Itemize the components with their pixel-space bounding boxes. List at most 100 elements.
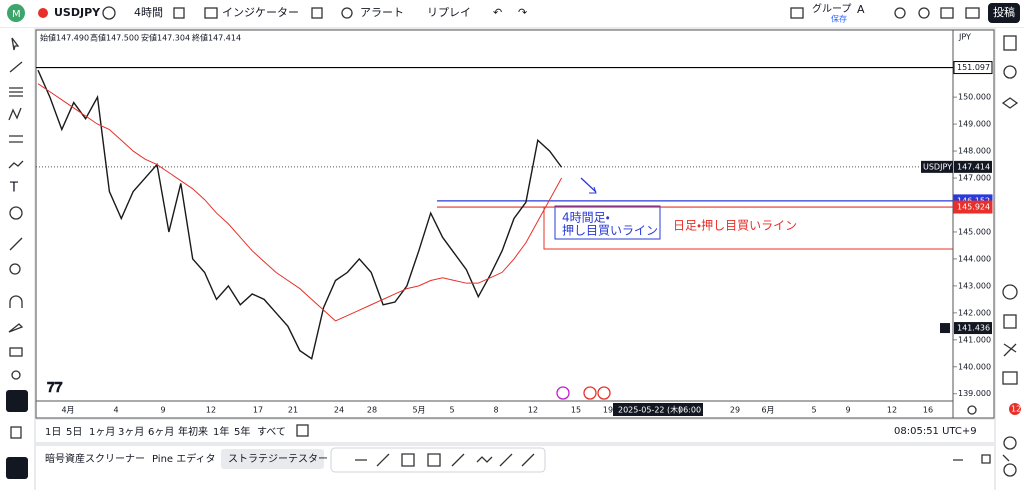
mode[interactable]: A (857, 3, 865, 16)
panel-tab[interactable]: ストラテジーテスター (228, 453, 328, 465)
event-marker[interactable] (583, 386, 597, 400)
cursor-date: 2025-05-22 (木) (618, 405, 681, 415)
h4-zone (554, 205, 661, 240)
undo[interactable]: ↶ (493, 6, 502, 19)
alert-icon (341, 7, 353, 19)
layouts[interactable] (311, 7, 323, 19)
trash-tool[interactable] (10, 426, 22, 439)
range-button[interactable]: 1年 (213, 425, 229, 438)
emoji-tool[interactable] (9, 206, 23, 220)
event-marker[interactable] (556, 386, 570, 400)
forecast-tool[interactable] (9, 135, 23, 143)
y-tick-label: 144.000 (958, 254, 991, 263)
watchlist[interactable] (1003, 35, 1017, 51)
range-button[interactable]: 1日 (45, 427, 61, 438)
currency: JPY (958, 33, 971, 42)
x-tick-label: 12 (887, 406, 897, 415)
logo[interactable] (7, 4, 25, 22)
calendar[interactable] (1003, 314, 1017, 329)
y-tick-label: 143.000 (958, 281, 991, 290)
price-label: 145.924 (957, 203, 990, 212)
save[interactable]: 保存 (831, 14, 847, 24)
crosshair-add[interactable] (940, 323, 950, 334)
symbol[interactable]: USDJPY (54, 6, 101, 19)
ohlc-value: 始値147.490 (40, 33, 89, 43)
search[interactable] (894, 7, 906, 19)
snapshot[interactable] (965, 7, 980, 19)
layers[interactable] (1001, 97, 1019, 109)
link-tool[interactable] (6, 390, 28, 412)
arrow-head (589, 186, 597, 194)
annotation-daily: 日足・押し目買いライン (673, 219, 797, 233)
range-bar (36, 420, 994, 442)
post-button[interactable] (988, 3, 1020, 23)
alert[interactable]: アラート (360, 6, 404, 19)
help[interactable] (1003, 463, 1017, 477)
alerts[interactable] (1003, 65, 1017, 79)
x-tick-label: 16 (923, 406, 933, 415)
lock-draw-tool[interactable] (8, 323, 24, 333)
price-label-box (953, 61, 993, 75)
group[interactable]: グループ (812, 2, 851, 15)
price-series (37, 83, 563, 322)
ohlc-value: 安値147.304 (141, 33, 190, 43)
drawing-toolbar-icons[interactable] (355, 453, 535, 467)
logo-letter: M (12, 9, 21, 20)
cursor-tool[interactable] (11, 37, 20, 51)
add-symbol[interactable] (102, 6, 116, 20)
replay[interactable]: リプレイ (427, 6, 471, 19)
x-tick-label: 17 (253, 406, 263, 415)
x-tick-label: 6月 (761, 406, 774, 415)
panel-tab[interactable]: Pine エディタ (152, 452, 216, 465)
crosshair-price-box (954, 322, 992, 335)
ruler-tool[interactable] (9, 237, 23, 251)
axis-settings[interactable] (967, 405, 977, 415)
last-price: 147.414 (957, 162, 990, 171)
ohlc-value: 高値147.500 (90, 33, 139, 43)
x-tick-label: 9 (845, 406, 850, 415)
annotation-4h: 4時間足・ (562, 211, 610, 225)
chart-type[interactable] (173, 7, 185, 19)
last-name-box (921, 160, 953, 173)
hotlists[interactable] (1002, 284, 1018, 300)
event-marker[interactable] (597, 386, 611, 400)
settings[interactable] (918, 7, 930, 19)
lock-tool[interactable] (9, 347, 23, 357)
panel-tab[interactable]: 暗号資産スクリーナー (45, 452, 145, 465)
redo[interactable]: ↷ (518, 6, 527, 19)
range-button[interactable]: すべて (257, 426, 286, 438)
x-tick-label: 19 (603, 406, 613, 415)
fib-tool[interactable] (9, 87, 23, 97)
text-tool[interactable]: T (9, 181, 18, 196)
last-price-box (954, 160, 992, 173)
brush-tool[interactable] (8, 160, 24, 169)
indicator-icon (204, 7, 218, 19)
y-tick-label: 141.000 (958, 335, 991, 344)
magnet-tool[interactable] (9, 295, 23, 308)
indicators[interactable]: インジケーター (222, 6, 299, 19)
range-button[interactable]: 6ヶ月 (148, 426, 174, 438)
line-tool[interactable] (9, 61, 23, 73)
fullscreen[interactable] (940, 7, 954, 19)
range-button[interactable]: 5年 (234, 425, 250, 438)
notifications[interactable] (1003, 436, 1017, 450)
star-tool[interactable] (6, 457, 28, 479)
range-button[interactable]: 3ヶ月 (118, 426, 144, 438)
visibility-tool[interactable] (11, 370, 21, 380)
range-button[interactable]: 年初来 (178, 425, 208, 438)
price-series (37, 69, 563, 360)
range-button[interactable]: 1ヶ月 (89, 426, 115, 438)
chat[interactable] (1002, 371, 1018, 385)
zoom-tool[interactable] (9, 263, 21, 275)
goto-date[interactable] (296, 424, 309, 437)
panel-controls[interactable] (953, 454, 1010, 464)
pattern-tool[interactable] (8, 107, 22, 121)
ideas[interactable] (1003, 343, 1017, 357)
plot: 139.000 140.000 141.000 142.000 143.000 144.0… (36, 30, 993, 418)
arrow (580, 177, 597, 193)
range-button[interactable]: 5日 (66, 427, 82, 438)
layout-icon[interactable] (790, 7, 804, 19)
interval[interactable]: 4時間 (134, 6, 163, 19)
